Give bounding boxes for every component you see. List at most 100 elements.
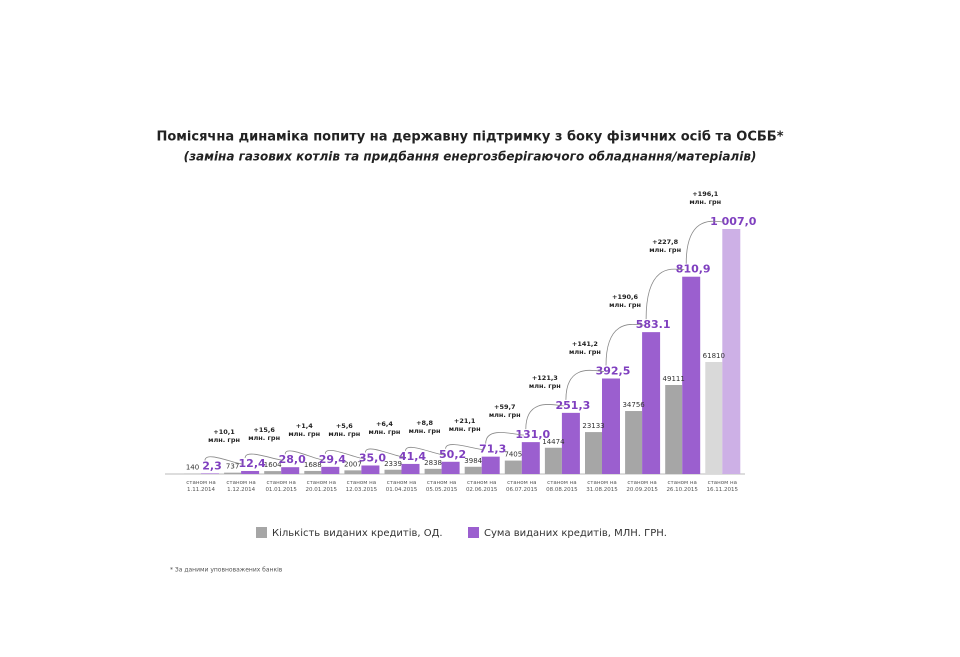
count-bar [344,470,362,474]
increment-arrow [244,453,284,461]
increment-arrow [685,220,725,264]
sum-bar [561,412,580,474]
x-tick-label: станом на 12.03.2015 [345,480,378,493]
sum-bar [481,456,500,474]
sum-label: 2,3 [202,459,222,472]
x-tick-label: станом на 06.07.2015 [506,480,538,493]
increment-arrow [605,323,645,366]
sum-bar [521,442,540,474]
chart-title: Помісячна динаміка попиту на державну пі… [156,130,783,145]
x-tick-label: станом на 08.08.2015 [546,480,578,493]
count-bar [224,472,242,474]
increment-arrow [405,446,444,456]
count-label: 14474 [542,438,565,446]
sum-label: 28,0 [279,453,306,466]
increment-annotation: +196,1 млн. грн [689,190,722,206]
increment-annotation: +59,7 млн. грн [488,403,521,420]
count-bar [304,470,322,474]
increment-annotation: +1,4 млн. грн [288,422,321,439]
count-bar [665,385,683,474]
count-bar [504,460,522,474]
increment-arrow [485,432,524,444]
increment-arrow [365,448,404,458]
sum-label: 35,0 [359,451,386,464]
count-label: 2007 [344,460,362,468]
sum-bar [241,470,260,474]
count-label: 2339 [384,460,402,468]
x-tick-label: станом на 20.09.2015 [626,480,658,493]
count-label: 1688 [304,461,322,469]
x-tick-label: станом на 01.01.2015 [265,480,297,493]
sum-label: 392,5 [596,365,631,378]
x-tick-label: станом на 02.06.2015 [465,480,498,493]
count-label: 140 [186,464,199,472]
count-bar [705,362,723,474]
count-bar [625,411,643,474]
increment-annotation: +190,6 млн. грн [609,293,641,310]
x-tick-label: станом на 1.12.2014 [226,480,256,493]
count-label: 49111 [663,375,685,383]
sum-label: 71,3 [479,443,506,456]
sum-label: 12,4 [239,457,266,470]
sum-label: 41,4 [399,450,426,463]
sum-bar [401,463,420,474]
sum-bar [682,276,701,474]
sum-label: 251,3 [556,399,591,412]
increment-annotation: +141,2 млн. грн [569,339,601,356]
count-bar [264,471,282,474]
legend-swatch [256,527,267,538]
increment-arrow [324,449,364,459]
legend-swatch [468,527,479,538]
sum-bar [361,465,380,474]
increment-annotation: +121,3 млн. грн [528,373,561,390]
increment-annotation: +8,8 млн. грн [408,418,441,435]
sum-label: 50,2 [439,448,466,461]
sum-label: 810,9 [676,263,711,276]
x-tick-label: станом на 31.08.2015 [586,480,618,493]
count-label: 7405 [504,451,522,459]
legend-label: Кількість виданих кредитів, ОД. [272,527,443,539]
x-tick-label: станом на 01.04.2015 [385,480,418,493]
x-tick-label: станом на 16.11.2015 [706,480,739,493]
count-label: 3984 [464,457,482,465]
footnote: * За даними уповноважених банків [170,567,283,574]
increment-arrow [645,268,685,320]
legend-label: Сума виданих кредитів, МЛН. ГРН. [484,527,667,539]
sum-label: 131,0 [515,428,550,441]
increment-annotation: +5,6 млн. грн [328,421,361,438]
chart-subtitle: (заміна газових котлів та придбання енер… [184,150,757,164]
count-bar [585,432,602,474]
sum-bar [602,378,620,474]
increment-arrow [204,456,244,465]
increment-annotation: +21,1 млн. грн [448,416,481,433]
increment-arrow [525,404,564,430]
increment-annotation: +10,1 млн. грн [208,428,240,445]
sum-bar [722,229,741,474]
count-label: 23133 [582,422,604,430]
sum-bar [321,466,340,474]
count-label: 34756 [622,401,645,409]
sum-label: 1 007,0 [710,215,757,228]
count-bar [384,469,402,474]
sum-label: 29,4 [319,453,346,466]
count-bar [544,447,562,474]
increment-annotation: +15,6 млн. грн [248,425,281,442]
count-bar [464,466,482,474]
x-tick-label: станом на 26.10.2015 [666,480,698,493]
count-label: 61810 [703,352,725,360]
x-tick-label: станом на 20.01.2015 [305,480,338,493]
increment-annotation: +6,4 млн. грн [368,420,401,437]
increment-annotation: +227,8 млн. грн [649,237,682,254]
count-label: 2838 [424,459,442,467]
sum-bar [642,332,661,474]
x-tick-label: станом на 1.11.2014 [186,480,216,493]
sum-label: 583.1 [636,318,671,331]
increment-arrow [284,450,324,461]
x-tick-label: станом на 05.05.2015 [425,480,458,493]
count-label: 737 [226,463,239,471]
count-label: 1604 [264,461,282,469]
count-bar [424,468,442,474]
increment-arrow [445,444,484,451]
